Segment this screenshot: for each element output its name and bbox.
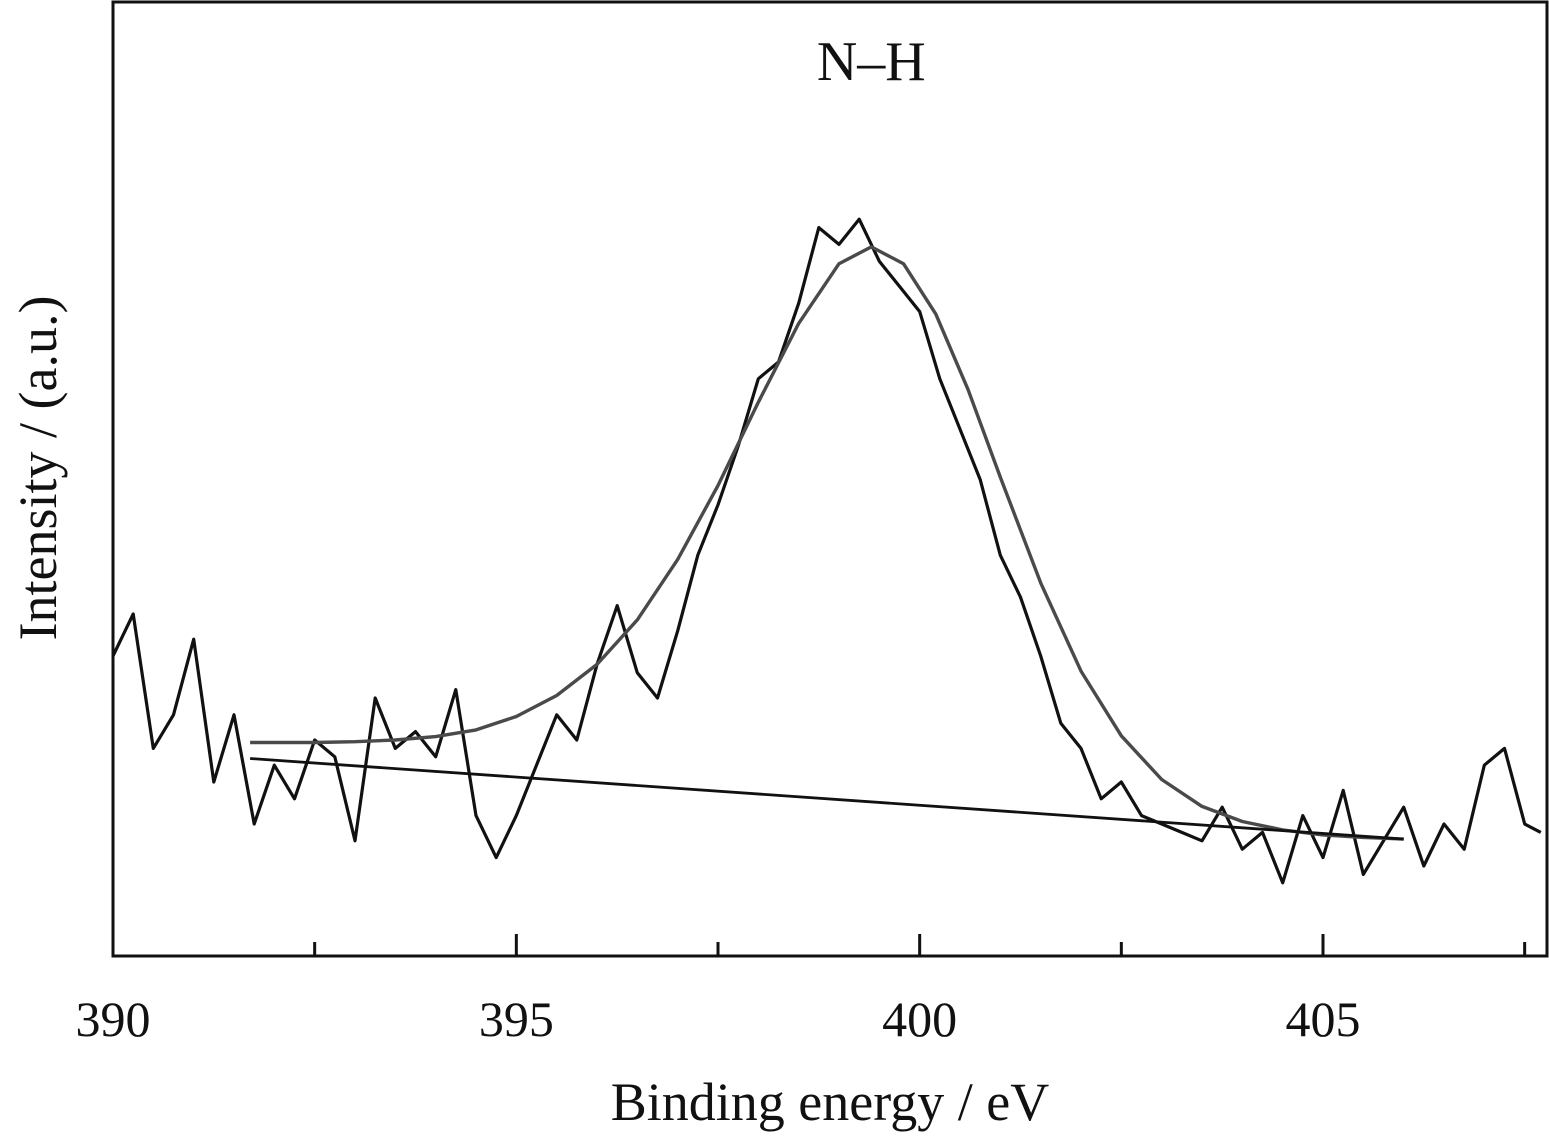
data-series xyxy=(111,217,1542,885)
x-tick-label: 405 xyxy=(1286,991,1361,1047)
x-tick-label: 395 xyxy=(479,991,554,1047)
x-axis-ticks xyxy=(111,934,1527,956)
x-axis-title: Binding energy / eV xyxy=(611,1072,1049,1132)
x-tick-label: 400 xyxy=(882,991,957,1047)
background-baseline-line xyxy=(250,757,1404,841)
x-axis-tick-labels: 390 395 400 405 xyxy=(76,991,1361,1047)
fitted-peak-line xyxy=(250,245,1404,841)
raw-spectrum-line xyxy=(111,217,1542,885)
x-tick-label: 390 xyxy=(76,991,151,1047)
plot-frame xyxy=(111,0,1549,958)
y-axis-title: Intensity / (a.u.) xyxy=(8,296,68,641)
peak-annotation: N–H xyxy=(817,31,926,93)
